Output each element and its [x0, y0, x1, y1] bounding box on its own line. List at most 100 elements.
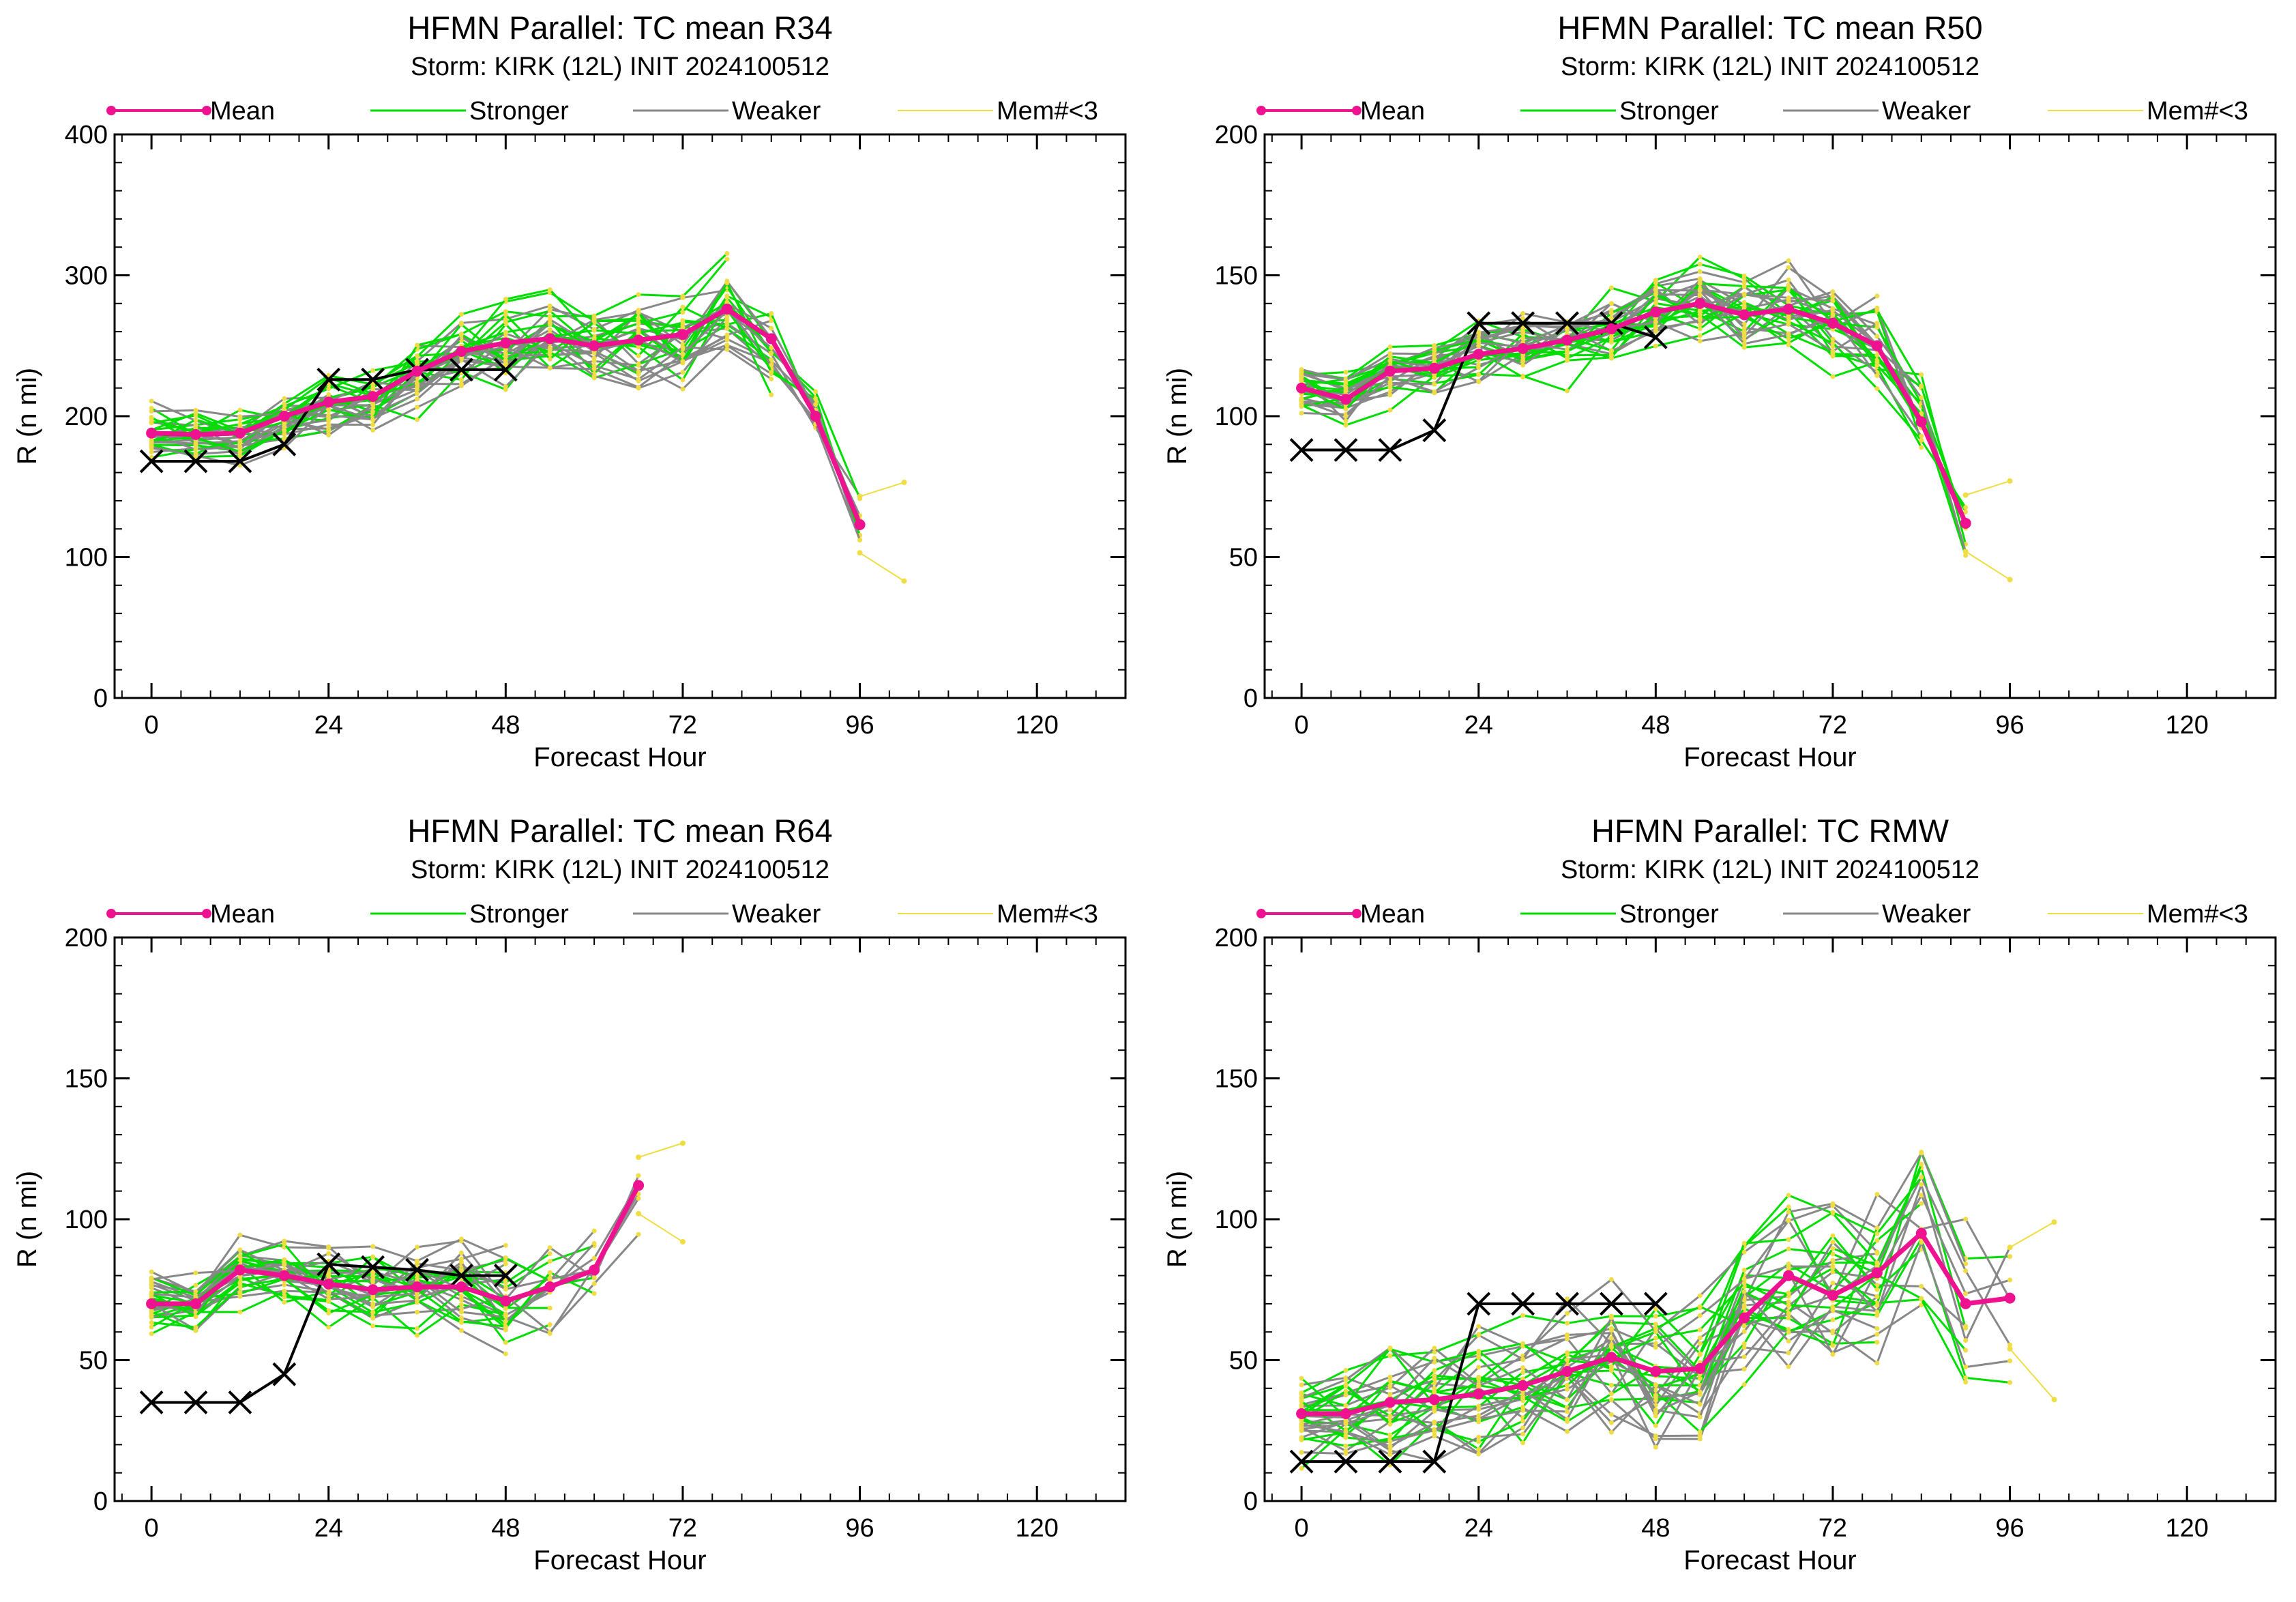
member-point: [458, 322, 464, 327]
member-point: [1299, 1466, 1304, 1471]
x-marker-stroke: [405, 1257, 429, 1282]
member-point: [1874, 334, 1880, 339]
member-point: [1874, 386, 1880, 392]
member-point: [2007, 1358, 2013, 1364]
few-members-line: [638, 1212, 683, 1242]
member-point: [1387, 1346, 1393, 1352]
member-point: [1520, 1395, 1526, 1401]
member-point: [1830, 1352, 1836, 1357]
member-point: [237, 1309, 243, 1315]
member-point: [237, 444, 243, 450]
mean-point: [589, 1264, 600, 1276]
member-point: [1343, 1418, 1349, 1423]
member-point: [1830, 349, 1836, 354]
x-marker-stroke: [450, 358, 473, 382]
member-point: [1653, 1395, 1658, 1400]
member-point: [1697, 1375, 1703, 1381]
member-point: [1963, 1217, 1969, 1222]
member-point: [1299, 1391, 1304, 1397]
mean-point: [544, 333, 556, 345]
x-marker-stroke: [1422, 418, 1447, 443]
member-point: [326, 414, 332, 420]
member-point: [1520, 1376, 1526, 1382]
best-track-x-marker: [1643, 325, 1668, 349]
member-point: [1653, 1329, 1658, 1335]
member-point: [1697, 1414, 1703, 1420]
member-point: [1653, 1382, 1658, 1388]
member-point: [1608, 285, 1614, 291]
best-track-x-marker: [1289, 1449, 1314, 1474]
member-point: [1830, 312, 1836, 318]
member-point: [1608, 1397, 1614, 1402]
member-point: [1786, 265, 1791, 270]
best-track-x-marker: [1378, 1449, 1402, 1474]
member-point: [1565, 358, 1570, 363]
member-point: [1565, 349, 1570, 354]
member-point: [636, 1232, 641, 1237]
member-point: [813, 396, 819, 401]
member-point: [282, 432, 287, 437]
member-point: [1432, 381, 1437, 387]
member-point: [1741, 1268, 1747, 1273]
mean-point: [278, 1270, 290, 1281]
member-point: [503, 297, 508, 302]
member-point: [503, 1305, 508, 1311]
x-marker-stroke: [317, 367, 341, 392]
member-point: [1476, 1413, 1482, 1418]
member-point: [237, 1254, 243, 1259]
ensemble-members: [1299, 1149, 2057, 1471]
member-point: [1741, 1276, 1747, 1281]
member-point: [1565, 1397, 1570, 1403]
member-point: [1786, 285, 1791, 291]
member-point: [415, 353, 420, 358]
member-point: [680, 325, 686, 330]
chart-title: HFMN Parallel: TC mean R34: [407, 10, 832, 46]
member-point: [636, 310, 641, 315]
mean-point: [1650, 306, 1662, 318]
member-point: [1653, 343, 1658, 349]
member-point: [1653, 1307, 1658, 1312]
member-point: [1387, 1448, 1393, 1453]
mean-line: [1301, 301, 1968, 525]
member-point: [1830, 306, 1836, 311]
member-point: [1697, 1429, 1703, 1435]
x-marker-stroke: [450, 1264, 473, 1288]
member-point: [636, 316, 641, 321]
member-point: [1387, 1413, 1393, 1418]
member-point: [1963, 1380, 1969, 1385]
member-point: [1741, 1324, 1747, 1329]
member-point: [547, 1245, 553, 1251]
few-members-point: [2051, 1219, 2057, 1225]
chart-subtitle: Storm: KIRK (12L) INIT 2024100512: [1561, 856, 1979, 884]
x-tick-label: 24: [314, 1514, 343, 1543]
member-point: [1963, 1365, 1969, 1370]
member-point: [458, 1315, 464, 1321]
member-point: [282, 1262, 287, 1268]
member-point: [193, 441, 198, 446]
member-point: [724, 250, 730, 256]
legend-mean-marker: [1352, 909, 1362, 918]
member-point: [1830, 1257, 1836, 1263]
member-point: [680, 386, 686, 392]
member-point: [1741, 1289, 1747, 1294]
member-point: [1697, 1341, 1703, 1346]
stronger-member-line: [151, 1272, 551, 1328]
legend-weaker-label: Weaker: [732, 900, 821, 929]
member-point: [503, 1280, 508, 1285]
legend-mean-label: Mean: [1360, 900, 1425, 929]
best-track-x-marker: [1334, 1449, 1358, 1474]
x-tick-label: 96: [845, 1514, 874, 1543]
member-point: [724, 337, 730, 343]
member-point: [591, 363, 597, 368]
member-point: [1786, 258, 1791, 263]
member-point: [149, 1320, 154, 1325]
legend-mean-label: Mean: [1360, 97, 1425, 126]
member-point: [193, 1270, 198, 1276]
member-point: [1608, 1391, 1614, 1397]
weaker-member-line: [1301, 1281, 1878, 1455]
member-point: [326, 407, 332, 413]
member-point: [326, 1273, 332, 1279]
member-point: [282, 1299, 287, 1305]
member-point: [680, 377, 686, 383]
x-tick-label: 120: [1015, 1514, 1058, 1543]
